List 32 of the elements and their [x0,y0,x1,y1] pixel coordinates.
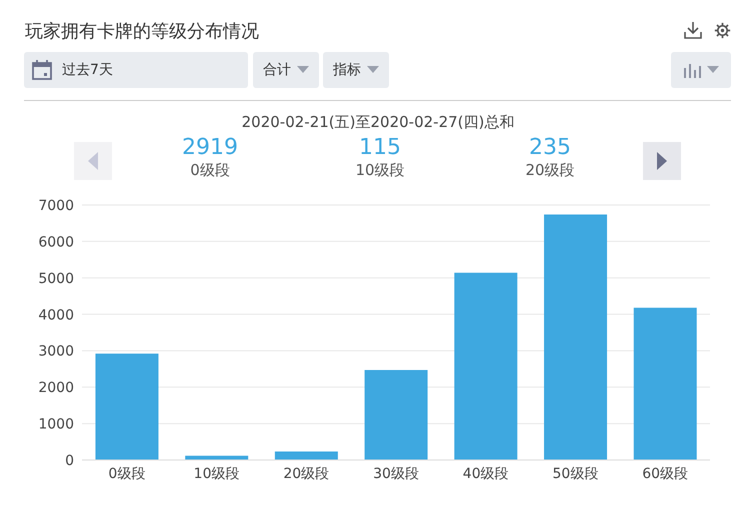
chart-subtitle: 2020-02-21(五)至2020-02-27(四)总和 [240,113,516,132]
y-tick-label: 7000 [38,198,74,214]
y-tick-label: 3000 [38,344,74,360]
text: 235 [528,135,572,161]
y-tick-label: 1000 [38,416,74,433]
x-tick-label: 50级段 [552,466,598,482]
x-tick-label: 10级段 [194,466,240,482]
text: 115 [358,135,402,161]
bar [454,272,518,460]
y-tick-label: 0 [65,452,74,469]
y-tick-label: 5000 [38,270,74,287]
text: 20级段 [524,161,576,180]
y-tick-label: 4000 [38,307,74,324]
metric-dropdown: 指标 [323,52,389,88]
x-tick-label: 30级段 [373,466,419,482]
text: 0级段 [189,161,231,180]
y-tick-label: 6000 [38,234,74,250]
bar [364,370,428,460]
bar [95,354,158,460]
bar [274,451,338,460]
text: 10级段 [354,161,406,180]
x-tick-label: 20级段 [283,466,330,482]
x-tick-label: 40级段 [462,466,509,482]
chart-title: 玩家拥有卡牌的等级分布情况 [25,20,259,43]
bar [634,308,697,460]
y-tick-label: 2000 [38,380,74,396]
bar [544,214,608,460]
x-tick-label: 60级段 [642,466,688,482]
x-tick-label: 0级段 [108,466,146,482]
text: 2919 [181,135,239,161]
date-range-field: 过去7天 [24,52,248,88]
total-dropdown: 合计 [253,52,319,88]
